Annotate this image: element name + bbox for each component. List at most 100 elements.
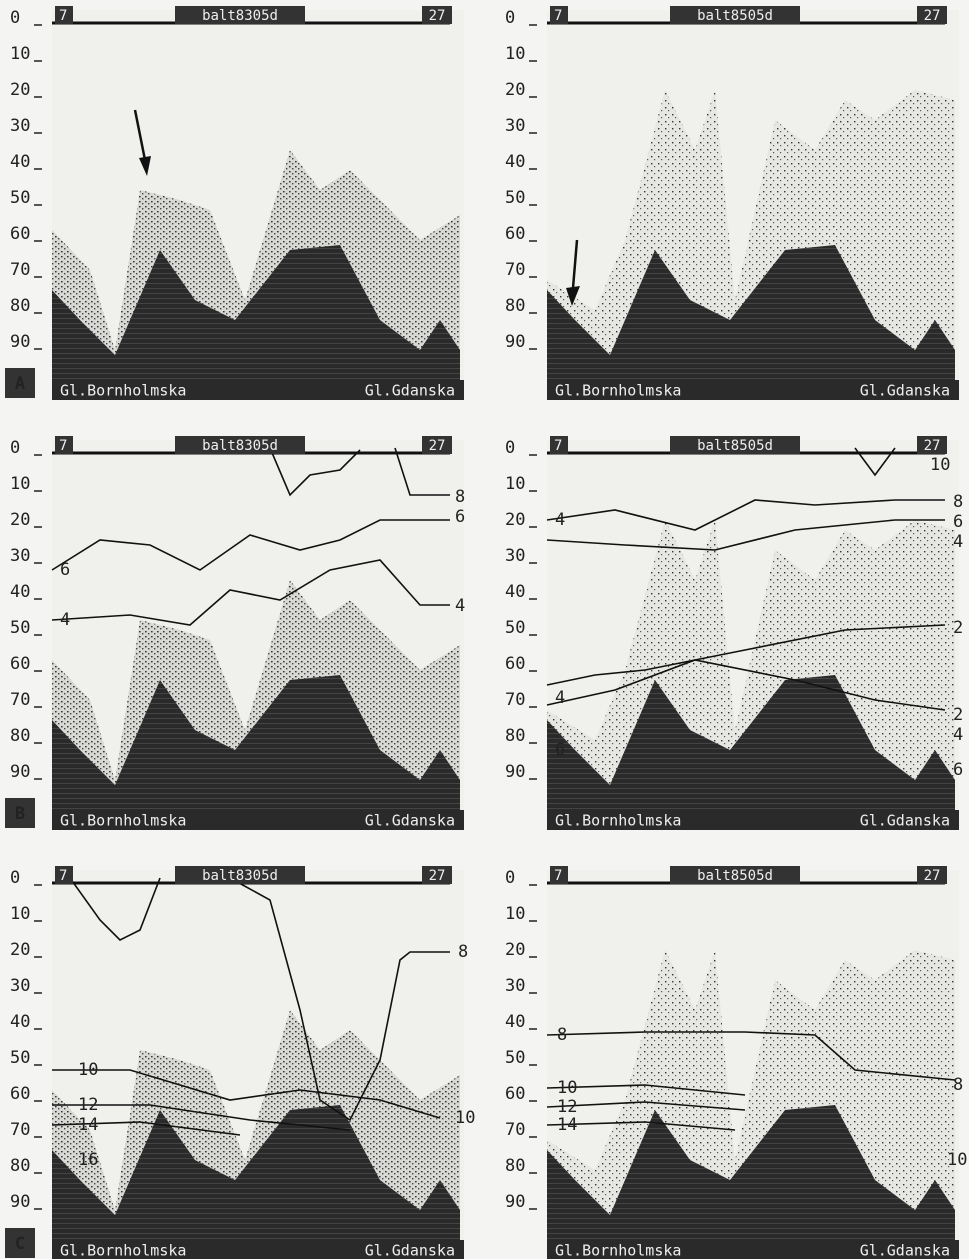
- depth-label: 90: [505, 762, 525, 782]
- header-left: 7: [59, 438, 67, 454]
- seabed: [547, 675, 955, 810]
- panel-letter-box: [5, 368, 35, 398]
- depth-label: 10: [505, 44, 525, 64]
- depth-label: 90: [505, 1192, 525, 1212]
- header-right: 27: [429, 438, 446, 454]
- basin-strip: [547, 1240, 959, 1259]
- isoline-label: 10: [947, 1150, 967, 1170]
- depth-label: 50: [10, 1048, 30, 1068]
- depth-label: 40: [505, 152, 525, 172]
- isoline: [546, 499, 945, 531]
- isoline: [69, 877, 161, 941]
- basin-label: Gl.Bornholmska: [555, 1242, 681, 1259]
- depth-label: 60: [505, 654, 525, 674]
- depth-label: 10: [10, 44, 30, 64]
- echogram-panel: 0 10 20 30 40 50 60 70 80 90 7 balt8305d 27 Gl.Bornho…: [5, 436, 465, 830]
- isoline-label: 8: [953, 492, 963, 512]
- depth-label: 60: [505, 1084, 525, 1104]
- header-right: 27: [429, 868, 446, 884]
- basin-label: Gl.Bornholmska: [60, 382, 186, 400]
- depth-label: 20: [10, 940, 30, 960]
- isoline-label: 10: [455, 1108, 475, 1128]
- isoline-label: 4: [953, 725, 963, 745]
- fish-layer: [547, 950, 955, 1215]
- depth-label: 50: [505, 618, 525, 638]
- header-title: balt8505d: [697, 438, 773, 454]
- depth-label: 80: [505, 296, 525, 316]
- isoline-label: 6: [555, 740, 565, 760]
- seabed: [547, 245, 955, 380]
- isoline-label: 4: [555, 510, 565, 530]
- header-box: [917, 866, 947, 884]
- header-box: [917, 6, 947, 24]
- depth-label: 40: [10, 582, 30, 602]
- depth-label: 30: [505, 546, 525, 566]
- depth-label: 70: [505, 1120, 525, 1140]
- isoline-label: 6: [953, 512, 963, 532]
- depth-label: 60: [10, 224, 30, 244]
- isoline-label: 4: [953, 532, 963, 552]
- header-left: 7: [59, 8, 67, 24]
- arrow-head: [139, 156, 151, 176]
- header-box: [422, 866, 452, 884]
- basin-label: Gl.Bornholmska: [555, 382, 681, 400]
- seabed: [52, 675, 460, 810]
- header-box: [55, 6, 73, 24]
- panel-letter: C: [15, 1234, 25, 1254]
- panel-letter: A: [15, 374, 25, 394]
- basin-label: Gl.Gdanska: [860, 1242, 950, 1259]
- isoline-label: 2: [953, 705, 963, 725]
- header-box: [422, 6, 452, 24]
- basin-label: Gl.Bornholmska: [60, 1242, 186, 1259]
- depth-label: 90: [10, 1192, 30, 1212]
- depth-label: 60: [10, 654, 30, 674]
- depth-label: 10: [10, 474, 30, 494]
- isoline: [546, 1084, 746, 1096]
- depth-label: 40: [10, 1012, 30, 1032]
- depth-label: 20: [10, 510, 30, 530]
- header-right: 27: [924, 868, 941, 884]
- isoline: [854, 447, 896, 477]
- echogram-panel: 0 10 20 30 40 50 60 70 80 90 7 balt8305d 27 Gl.Bornho…: [5, 6, 464, 400]
- isoline-label: 10: [557, 1078, 577, 1098]
- isoline-label: 14: [557, 1115, 577, 1135]
- basin-label: Gl.Bornholmska: [555, 812, 681, 830]
- header-box: [175, 6, 305, 24]
- depth-label: 30: [10, 116, 30, 136]
- isoline-label: 8: [458, 942, 468, 962]
- arrow-head: [566, 286, 580, 306]
- fish-layer: [52, 150, 460, 355]
- depth-label: 50: [10, 188, 30, 208]
- isoline: [51, 1121, 241, 1136]
- header-box: [175, 436, 305, 454]
- depth-label: 80: [505, 1156, 525, 1176]
- isoline-label: 4: [555, 688, 565, 708]
- fish-layer: [52, 580, 460, 785]
- header-box: [422, 436, 452, 454]
- isoline-label: 8: [953, 1075, 963, 1095]
- depth-label: 0: [505, 438, 515, 458]
- depth-label: 50: [505, 188, 525, 208]
- header-box: [55, 436, 73, 454]
- header-box: [917, 436, 947, 454]
- header-title: balt8305d: [202, 8, 278, 24]
- depth-label: 10: [505, 904, 525, 924]
- depth-label: 60: [505, 224, 525, 244]
- isoline-label: 10: [78, 1060, 98, 1080]
- isoline: [546, 1101, 746, 1111]
- isoline-label: 6: [953, 760, 963, 780]
- header-box: [550, 6, 568, 24]
- isoline: [394, 447, 450, 496]
- basin-strip: [52, 380, 464, 400]
- header-box: [175, 866, 305, 884]
- depth-label: 70: [10, 690, 30, 710]
- isoline: [52, 1069, 441, 1119]
- isoline-label: 6: [455, 507, 465, 527]
- depth-label: 80: [10, 1156, 30, 1176]
- depth-label: 20: [10, 80, 30, 100]
- isoline: [51, 519, 450, 571]
- isoline-label: 14: [78, 1115, 98, 1135]
- header-right: 27: [924, 438, 941, 454]
- basin-strip: [547, 810, 959, 830]
